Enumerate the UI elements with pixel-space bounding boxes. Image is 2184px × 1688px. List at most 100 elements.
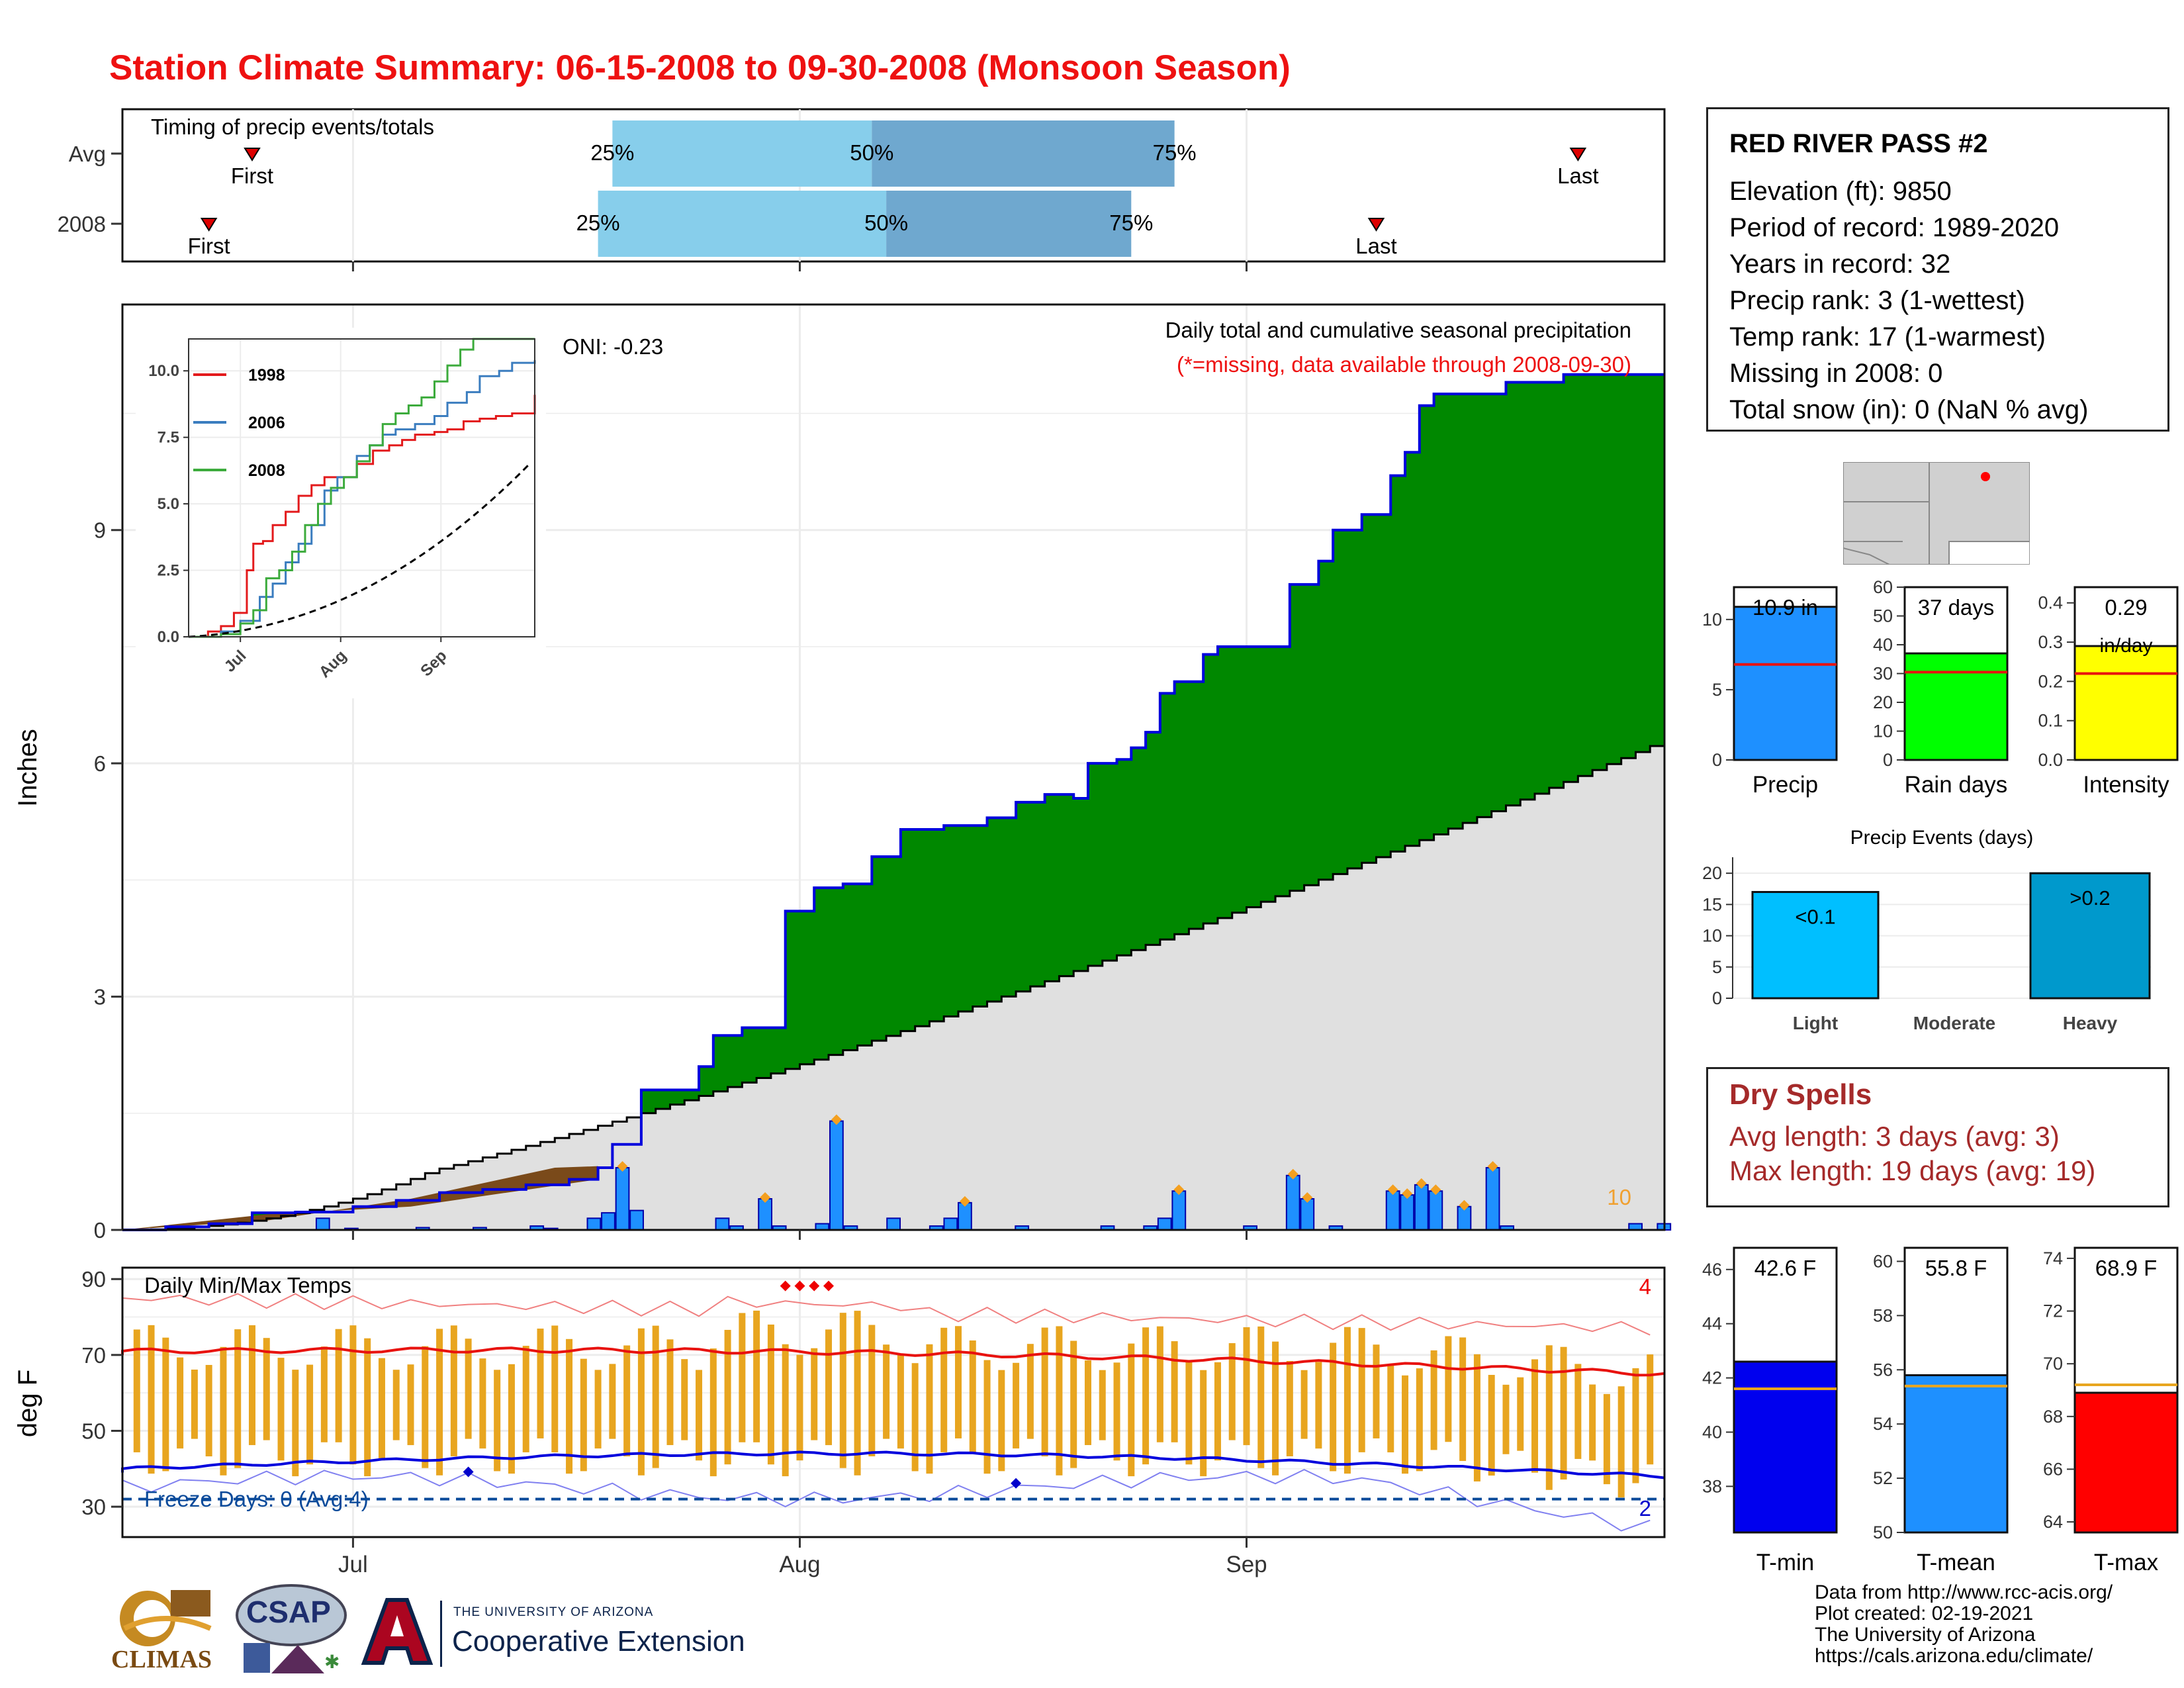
daily-temp-bar <box>465 1338 472 1439</box>
temp-frame <box>121 1266 1666 1538</box>
temp-title: Daily Min/Max Temps <box>144 1273 351 1297</box>
daily-precip-bar <box>943 1217 958 1231</box>
daily-temp-bar <box>1430 1350 1437 1450</box>
record-marker <box>1430 1184 1441 1196</box>
temp-summary-bar <box>1903 1374 2009 1534</box>
ua-big-text: Cooperative Extension <box>452 1625 745 1658</box>
daily-temp-bar <box>1128 1343 1135 1477</box>
daily-temp-bar <box>1502 1384 1510 1454</box>
station-info-line: Years in record: 32 <box>1729 250 1951 279</box>
summary-bar-tick: 20 <box>1873 692 1893 712</box>
daily-temp-bar <box>1243 1327 1250 1446</box>
daily-temp-bar <box>1387 1365 1394 1453</box>
daily-temp-bar <box>1603 1393 1610 1485</box>
daily-temp-bar <box>335 1329 342 1442</box>
daily-temp-bar <box>1272 1341 1279 1476</box>
event-ytick: 0 <box>1712 988 1722 1008</box>
daily-temp-bar <box>883 1344 890 1439</box>
daily-temp-bar <box>1574 1364 1582 1459</box>
daily-precip-bar <box>1385 1190 1400 1231</box>
temp-summary-bar <box>2073 1391 2179 1534</box>
record-marker <box>959 1196 970 1207</box>
timing-last-label: Last <box>1355 234 1396 258</box>
daily-temp-bar <box>652 1325 659 1468</box>
precip-panel: 0 3 6 9 Inches Daily total and cumulative sea… <box>13 303 1672 1243</box>
daily-temp-bar <box>1315 1362 1322 1449</box>
precip-ytick: 0 <box>94 1218 106 1243</box>
daily-temp-bar <box>364 1338 371 1477</box>
daily-temp-bar <box>926 1344 933 1474</box>
precip-corner-count: 10 <box>1607 1185 1631 1209</box>
daily-temp-bar <box>292 1370 299 1477</box>
timing-bar-25-50 <box>612 120 872 187</box>
temp-summary-tick: 64 <box>2043 1512 2063 1532</box>
credit-line: Plot created: 02-19-2021 <box>1815 1603 2034 1624</box>
events-title: Precip Events (days) <box>1850 827 2034 849</box>
temp-summary-value: 68.9 F <box>2095 1256 2158 1280</box>
daily-precip-bar <box>315 1217 330 1231</box>
temp-summary-tick: 70 <box>2043 1354 2063 1374</box>
station-info-line: Missing in 2008: 0 <box>1729 359 1943 388</box>
inset-ytick: 2.5 <box>158 562 179 580</box>
daily-temp-bar <box>1171 1341 1178 1442</box>
daily-temp-bar <box>983 1360 991 1474</box>
timing-p50-label: 50% <box>850 140 893 165</box>
daily-temp-bar <box>1402 1375 1409 1474</box>
daily-precip-bar <box>758 1198 772 1231</box>
daily-temp-bar <box>1545 1345 1553 1490</box>
timing-first-marker <box>200 218 218 232</box>
daily-temp-bar <box>796 1354 803 1461</box>
daily-temp-bar <box>709 1348 717 1477</box>
daily-precip-bar <box>1300 1198 1315 1231</box>
csap-logo: ✱ CSAP <box>232 1582 347 1681</box>
daily-temp-bar <box>494 1370 501 1472</box>
daily-temp-bar <box>1358 1328 1365 1452</box>
station-info-line: Precip rank: 3 (1-wettest) <box>1729 286 2025 315</box>
daily-precip-bar <box>1285 1174 1300 1231</box>
temp-summary-tick: 46 <box>1702 1260 1722 1280</box>
summary-bar <box>1733 606 1838 761</box>
daily-temp-bar <box>162 1337 169 1472</box>
temp-summary-tick: 72 <box>2043 1301 2063 1321</box>
precip-ytick: 9 <box>94 518 106 543</box>
dry-spells-avg: Avg length: 3 days (avg: 3) <box>1729 1121 2060 1152</box>
daily-temp-bar <box>551 1325 559 1452</box>
daily-temp-bar <box>1647 1354 1654 1465</box>
daily-temp-bar <box>1286 1361 1293 1456</box>
station-info-box: RED RIVER PASS #2 Elevation (ft): 9850 Pe… <box>1706 107 2169 432</box>
daily-precip-bar <box>615 1167 630 1231</box>
daily-temp-bar <box>998 1370 1005 1472</box>
summary-bar-label: Intensity <box>2083 772 2169 798</box>
temp-summary-tick: 56 <box>1873 1360 1893 1380</box>
timing-p50-label: 50% <box>864 211 908 235</box>
credit-line: Data from http://www.rcc-acis.org/ <box>1815 1581 2113 1603</box>
summary-bar-tick: 0.4 <box>2038 593 2063 613</box>
temp-summary-tick: 42 <box>1702 1368 1722 1388</box>
precip-ytick: 6 <box>94 751 106 776</box>
record-low-marker <box>1011 1477 1022 1489</box>
summary-bar-tick: 60 <box>1873 577 1893 597</box>
daily-temp-bar <box>1156 1326 1163 1442</box>
climas-logo-text: CLIMAS <box>111 1646 212 1673</box>
credits: Data from http://www.rcc-acis.org/Plot c… <box>1815 1582 2113 1667</box>
record-marker <box>1402 1188 1413 1199</box>
summary-bar-tick: 40 <box>1873 635 1893 655</box>
avg-low-line <box>121 1450 1665 1479</box>
daily-precip-bar <box>586 1217 602 1231</box>
page-title: Station Climate Summary: 06-15-2008 to 0… <box>109 48 1291 87</box>
summary-bar-value: 37 days <box>1918 595 1995 620</box>
event-ytick: 15 <box>1702 894 1722 914</box>
daily-temp-bar <box>1300 1370 1308 1439</box>
temp-summary-tick: 50 <box>1873 1523 1893 1542</box>
precip-frame <box>121 303 1666 1231</box>
freeze-days-label: Freeze Days: 0 (Avg:4) <box>144 1487 369 1511</box>
daily-temp-bar <box>479 1358 486 1449</box>
daily-temp-bar <box>954 1326 962 1438</box>
daily-precip-bar <box>1157 1217 1172 1231</box>
record-marker <box>1459 1199 1470 1211</box>
daily-temp-bar <box>1084 1360 1091 1446</box>
dry-spells-title: Dry Spells <box>1729 1078 1872 1111</box>
daily-temp-bar <box>594 1370 602 1449</box>
credit-line: https://cals.arizona.edu/climate/ <box>1815 1645 2093 1667</box>
